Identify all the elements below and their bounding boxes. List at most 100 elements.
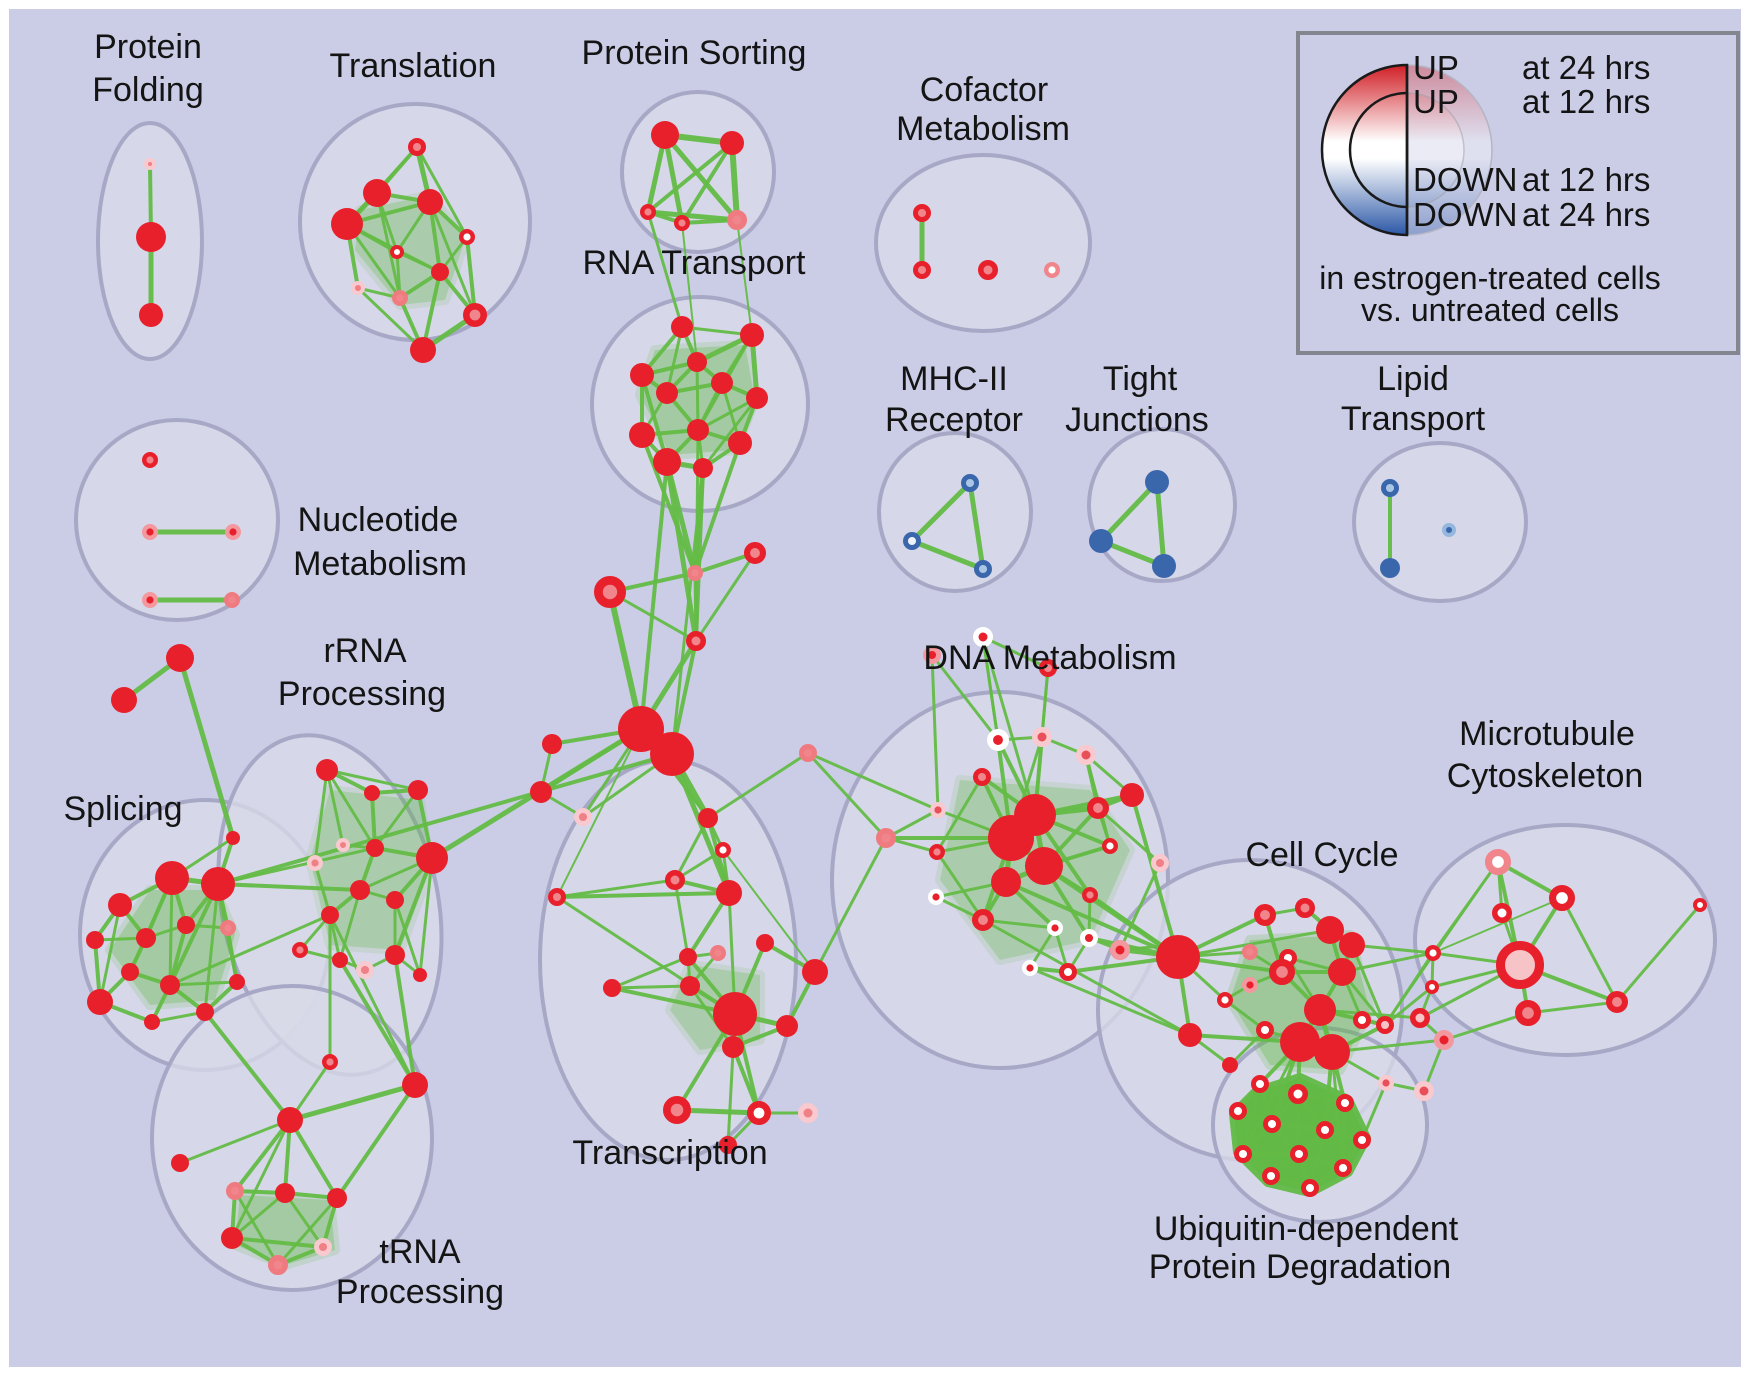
gene-node[interactable]: [402, 1072, 428, 1098]
gene-node[interactable]: [1304, 994, 1336, 1026]
gene-node[interactable]: [219, 920, 236, 937]
gene-node[interactable]: [1250, 1074, 1269, 1093]
gene-node[interactable]: [1606, 991, 1629, 1014]
gene-node[interactable]: [1081, 887, 1098, 904]
gene-node[interactable]: [776, 1015, 798, 1037]
gene-node[interactable]: [756, 934, 774, 952]
gene-node[interactable]: [431, 263, 449, 281]
gene-node[interactable]: [662, 1095, 691, 1124]
gene-node[interactable]: [1352, 1130, 1371, 1149]
gene-node[interactable]: [1380, 479, 1399, 498]
gene-node[interactable]: [530, 781, 552, 803]
gene-node[interactable]: [740, 323, 764, 347]
gene-node[interactable]: [331, 208, 363, 240]
gene-node[interactable]: [573, 807, 592, 826]
gene-node[interactable]: [1076, 745, 1096, 765]
gene-node[interactable]: [1254, 904, 1277, 927]
gene-node[interactable]: [902, 531, 921, 550]
gene-node[interactable]: [1145, 470, 1169, 494]
gene-node[interactable]: [1262, 1114, 1281, 1133]
gene-node[interactable]: [960, 474, 979, 493]
gene-node[interactable]: [1288, 1084, 1308, 1104]
gene-node[interactable]: [1087, 797, 1110, 820]
gene-node[interactable]: [155, 861, 189, 895]
gene-node[interactable]: [1156, 935, 1200, 979]
gene-node[interactable]: [141, 592, 158, 609]
gene-node[interactable]: [141, 524, 158, 541]
gene-node[interactable]: [1255, 1020, 1274, 1039]
gene-node[interactable]: [1043, 262, 1060, 279]
gene-node[interactable]: [416, 842, 448, 874]
gene-node[interactable]: [629, 422, 655, 448]
gene-node[interactable]: [1038, 658, 1057, 677]
gene-node[interactable]: [1442, 523, 1456, 537]
gene-node[interactable]: [171, 1154, 189, 1172]
gene-node[interactable]: [1316, 916, 1344, 944]
gene-node[interactable]: [542, 734, 562, 754]
gene-node[interactable]: [1314, 1034, 1350, 1070]
gene-node[interactable]: [1079, 928, 1098, 947]
gene-node[interactable]: [307, 855, 324, 872]
gene-node[interactable]: [973, 627, 993, 647]
gene-node[interactable]: [408, 780, 428, 800]
gene-node[interactable]: [1492, 903, 1512, 923]
gene-node[interactable]: [136, 928, 156, 948]
gene-node[interactable]: [802, 959, 828, 985]
gene-node[interactable]: [1261, 1166, 1280, 1185]
gene-node[interactable]: [363, 179, 391, 207]
gene-node[interactable]: [386, 891, 404, 909]
gene-node[interactable]: [1339, 932, 1365, 958]
gene-node[interactable]: [674, 214, 691, 231]
gene-node[interactable]: [350, 880, 370, 900]
gene-node[interactable]: [720, 131, 744, 155]
gene-node[interactable]: [651, 121, 679, 149]
gene-node[interactable]: [1021, 960, 1038, 977]
gene-node[interactable]: [1233, 1144, 1252, 1163]
gene-node[interactable]: [356, 960, 375, 979]
gene-node[interactable]: [630, 363, 654, 387]
gene-node[interactable]: [603, 979, 621, 997]
gene-node[interactable]: [991, 867, 1021, 897]
gene-node[interactable]: [722, 1036, 744, 1058]
gene-node[interactable]: [1216, 992, 1233, 1009]
gene-node[interactable]: [141, 452, 158, 469]
gene-node[interactable]: [277, 1107, 303, 1133]
gene-node[interactable]: [656, 382, 678, 404]
gene-node[interactable]: [410, 337, 436, 363]
gene-node[interactable]: [268, 1255, 288, 1275]
gene-node[interactable]: [229, 974, 245, 990]
gene-node[interactable]: [221, 1227, 243, 1249]
gene-node[interactable]: [1120, 783, 1144, 807]
gene-node[interactable]: [1089, 529, 1113, 553]
gene-node[interactable]: [121, 963, 139, 981]
gene-node[interactable]: [139, 303, 163, 327]
gene-node[interactable]: [988, 815, 1034, 861]
gene-node[interactable]: [728, 431, 752, 455]
gene-node[interactable]: [972, 909, 995, 932]
gene-node[interactable]: [693, 458, 713, 478]
gene-node[interactable]: [1380, 558, 1400, 578]
gene-node[interactable]: [1514, 1000, 1541, 1027]
gene-node[interactable]: [1025, 847, 1063, 885]
gene-node[interactable]: [973, 559, 992, 578]
gene-node[interactable]: [912, 261, 931, 280]
gene-node[interactable]: [978, 260, 998, 280]
gene-node[interactable]: [1352, 1010, 1371, 1029]
gene-node[interactable]: [1152, 554, 1176, 578]
gene-node[interactable]: [166, 644, 194, 672]
gene-node[interactable]: [364, 785, 380, 801]
gene-node[interactable]: [413, 968, 427, 982]
gene-node[interactable]: [1289, 1144, 1308, 1163]
gene-node[interactable]: [698, 808, 718, 828]
gene-node[interactable]: [1032, 727, 1052, 747]
gene-node[interactable]: [928, 889, 945, 906]
gene-node[interactable]: [351, 281, 365, 295]
gene-node[interactable]: [108, 893, 132, 917]
gene-node[interactable]: [223, 592, 240, 609]
gene-node[interactable]: [547, 887, 566, 906]
gene-node[interactable]: [160, 975, 180, 995]
gene-node[interactable]: [1101, 838, 1118, 855]
gene-node[interactable]: [1410, 1008, 1430, 1028]
gene-node[interactable]: [144, 1014, 160, 1030]
gene-node[interactable]: [713, 992, 757, 1036]
